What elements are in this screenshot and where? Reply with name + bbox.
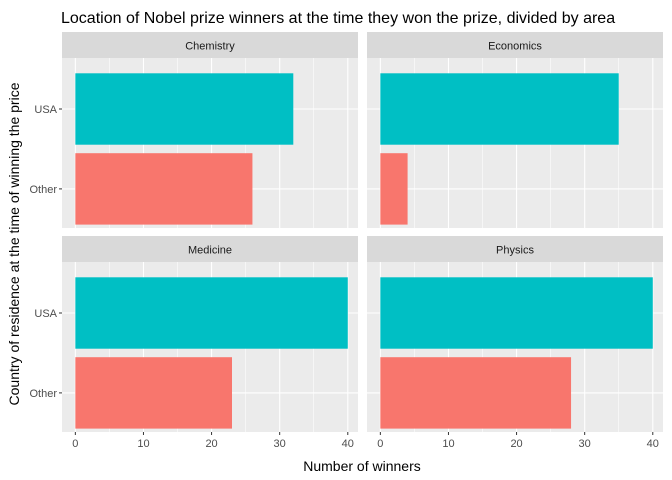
- strip-label-medicine: Medicine: [188, 245, 232, 257]
- x-tick-label: 0: [377, 438, 383, 450]
- strip-label-chemistry: Chemistry: [185, 41, 235, 53]
- x-tick-label: 40: [647, 438, 659, 450]
- strip-label-physics: Physics: [496, 245, 534, 257]
- chart-title: Location of Nobel prize winners at the t…: [61, 10, 615, 27]
- bar-physics-other: [380, 357, 572, 429]
- x-tick-label: 30: [579, 438, 591, 450]
- x-tick-label: 20: [205, 438, 217, 450]
- x-tick-label: 30: [274, 438, 286, 450]
- bar-economics-other: [380, 153, 408, 225]
- x-tick-label: 40: [342, 438, 354, 450]
- facet-economics: Economics: [367, 32, 663, 228]
- x-tick-label: 10: [137, 438, 149, 450]
- bar-medicine-usa: [75, 277, 348, 349]
- x-tick-label: 20: [510, 438, 522, 450]
- bar-medicine-other: [75, 357, 232, 429]
- strip-medicine: [62, 236, 358, 262]
- bar-economics-usa: [380, 73, 619, 145]
- facet-panels: Chemistry USA Other Economics Medicine USA Oth…: [29, 32, 663, 450]
- x-axis-title: Number of winners: [303, 458, 421, 474]
- strip-physics: [367, 236, 663, 262]
- y-tick-label-other: Other: [29, 388, 57, 400]
- strip-chemistry: [62, 32, 358, 58]
- bar-physics-usa: [380, 277, 653, 349]
- y-axis-title: Country of residence at the time of winn…: [6, 82, 22, 405]
- x-tick-label: 0: [72, 438, 78, 450]
- bar-chemistry-usa: [75, 73, 294, 145]
- facet-chemistry: Chemistry USA Other: [29, 32, 358, 228]
- strip-economics: [367, 32, 663, 58]
- facet-physics: Physics 0 10 20 30 40: [367, 236, 663, 450]
- facet-medicine: Medicine USA Other 0 10 20 30 40: [29, 236, 358, 450]
- x-tick-label: 10: [442, 438, 454, 450]
- y-tick-label-usa: USA: [34, 104, 57, 116]
- y-tick-label-other: Other: [29, 184, 57, 196]
- y-tick-label-usa: USA: [34, 308, 57, 320]
- bar-chemistry-other: [75, 153, 253, 225]
- strip-label-economics: Economics: [488, 41, 542, 53]
